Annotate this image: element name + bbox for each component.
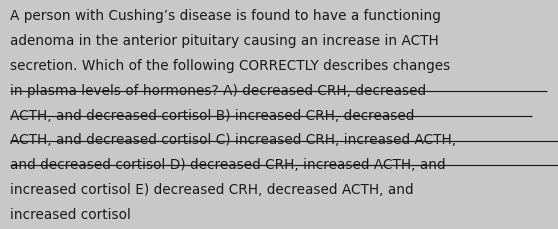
Text: adenoma in the anterior pituitary causing an increase in ACTH: adenoma in the anterior pituitary causin…: [10, 34, 439, 48]
Text: secretion. Which of the following CORRECTLY describes changes: secretion. Which of the following CORREC…: [10, 59, 450, 73]
Text: in plasma levels of hormones? A) decreased CRH, decreased: in plasma levels of hormones? A) decreas…: [10, 83, 426, 97]
Text: and decreased cortisol D) decreased CRH, increased ACTH, and: and decreased cortisol D) decreased CRH,…: [10, 158, 446, 172]
Text: increased cortisol: increased cortisol: [10, 207, 131, 221]
Text: ACTH, and decreased cortisol B) increased CRH, decreased: ACTH, and decreased cortisol B) increase…: [10, 108, 415, 122]
Text: increased cortisol E) decreased CRH, decreased ACTH, and: increased cortisol E) decreased CRH, dec…: [10, 182, 413, 196]
Text: ACTH, and decreased cortisol C) increased CRH, increased ACTH,: ACTH, and decreased cortisol C) increase…: [10, 133, 456, 147]
Text: A person with Cushing’s disease is found to have a functioning: A person with Cushing’s disease is found…: [10, 9, 441, 23]
